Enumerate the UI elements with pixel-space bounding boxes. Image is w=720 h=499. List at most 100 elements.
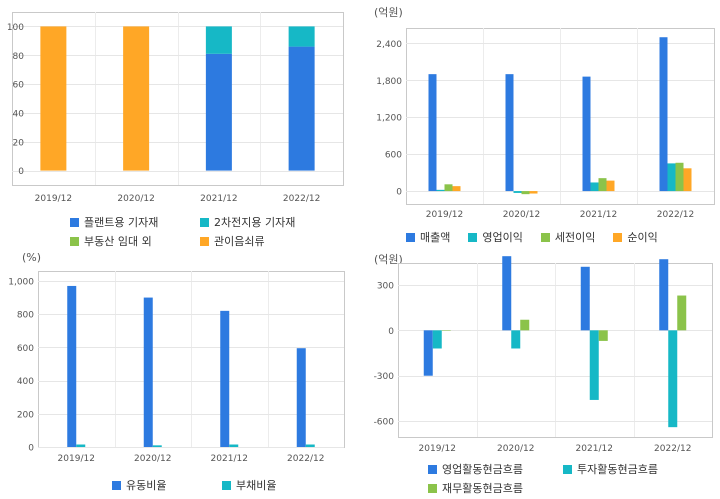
x-tick-label: 2022/12 <box>654 444 691 454</box>
x-tick-label: 2021/12 <box>211 454 248 464</box>
legend-swatch <box>112 480 121 490</box>
y-tick-label: 80 <box>13 52 25 62</box>
x-tick-label: 2020/12 <box>503 210 540 220</box>
bar <box>668 330 678 428</box>
x-tick-label: 2021/12 <box>200 194 237 204</box>
bar <box>205 53 232 171</box>
bar <box>580 266 590 331</box>
y-tick-label: 600 <box>17 344 34 354</box>
legend-item: 부채비율 <box>222 477 312 493</box>
y-tick-label: 0 <box>388 327 394 337</box>
legend-label: 순이익 <box>627 231 658 244</box>
y-tick-label: 400 <box>17 377 34 387</box>
x-tick-label: 2021/12 <box>576 444 613 454</box>
bar <box>502 256 512 331</box>
bar <box>589 330 599 400</box>
y-tick-label: 1,800 <box>376 77 402 87</box>
legend-item: 2차전지용 기자재 <box>200 214 316 230</box>
legend-label: 매출액 <box>420 231 451 244</box>
legend-item: 재무활동현금흐름 <box>428 480 551 496</box>
bar <box>505 74 514 192</box>
legend-item: 플랜트용 기자재 <box>70 214 186 230</box>
legend-swatch <box>70 217 79 227</box>
bar <box>590 182 599 192</box>
legend-label: 플랜트용 기자재 <box>84 216 159 229</box>
bar <box>667 163 676 192</box>
legend-item: 투자활동현금흐름 <box>563 461 686 477</box>
legend-swatch <box>70 236 79 246</box>
bar <box>288 46 315 171</box>
legend-item: 순이익 <box>613 229 658 245</box>
legend-label: 세전이익 <box>554 231 596 244</box>
cashflow-unit-label: (억원) <box>374 253 403 266</box>
y-tick-label: 2,400 <box>376 40 402 50</box>
legend-swatch <box>222 480 231 490</box>
bar <box>598 178 607 192</box>
bar <box>205 26 232 54</box>
cashflow-chart: -600 -300 0 300 2019/12 2020/12 2021/12 2022/12 <box>374 256 713 454</box>
bar <box>305 444 315 447</box>
x-tick-label: 2019/12 <box>58 454 95 464</box>
legend-label: 투자활동현금흐름 <box>577 463 658 476</box>
x-tick-label: 2020/12 <box>497 444 534 454</box>
bar <box>143 297 153 447</box>
legend-item: 영업활동현금흐름 <box>428 461 551 477</box>
legend-item: 유동비율 <box>112 477 202 493</box>
legend-swatch <box>200 236 209 246</box>
legend-label: 부채비율 <box>236 479 277 492</box>
legend-label: 영업활동현금흐름 <box>442 463 523 476</box>
y-tick-label: -300 <box>374 372 395 382</box>
bar <box>677 295 687 331</box>
composition-chart-panel: 0 20 40 60 80 100 2019/12 2020/12 2021/12 2022/12… <box>0 0 360 248</box>
y-tick-label: 60 <box>13 81 25 91</box>
bar <box>598 330 608 341</box>
bar <box>582 76 591 192</box>
bar <box>659 37 668 192</box>
bar <box>296 348 306 447</box>
bar <box>152 445 162 447</box>
composition-chart: 0 20 40 60 80 100 2019/12 2020/12 2021/12 2022/12 <box>7 12 344 204</box>
x-tick-label: 2020/12 <box>117 194 154 204</box>
legend-item: 관이음쇠류 <box>200 233 316 249</box>
bar <box>444 184 453 192</box>
y-tick-label: 0 <box>396 188 402 198</box>
bar <box>441 330 451 331</box>
legend-swatch <box>540 232 550 242</box>
x-tick-label: 2019/12 <box>426 210 463 220</box>
bar <box>220 310 230 447</box>
bar <box>229 444 239 447</box>
income-chart: 0 600 1,200 1,800 2,400 2019/12 2020/12 2021/12… <box>376 28 715 220</box>
y-tick-label: 100 <box>7 23 24 33</box>
ratios-chart: 0 200 400 600 800 1,000 2019/12 2020/12 2021/12 2… <box>8 271 345 464</box>
bar <box>436 189 445 192</box>
bar <box>76 444 86 447</box>
legend-swatch <box>200 217 209 227</box>
legend-item: 매출액 <box>406 229 450 245</box>
legend-item: 세전이익 <box>540 229 596 245</box>
x-tick-label: 2022/12 <box>657 210 694 220</box>
legend-label: 유동비율 <box>126 479 167 492</box>
y-tick-label: 1,200 <box>376 114 402 124</box>
y-tick-label: 20 <box>13 138 25 148</box>
x-tick-label: 2020/12 <box>134 454 171 464</box>
ratios-legend: 유동비율 부채비율 <box>112 477 332 496</box>
income-chart-panel: (억원) 0 600 1,200 1,800 2,400 2019/12 2020/12 20… <box>360 0 720 248</box>
legend-swatch <box>428 464 437 474</box>
bar <box>606 180 615 192</box>
bar <box>423 330 433 376</box>
x-tick-label: 2022/12 <box>283 194 320 204</box>
legend-label: 부동산 임대 외 <box>84 235 152 248</box>
y-tick-label: 800 <box>17 311 34 321</box>
bar <box>67 285 77 447</box>
y-tick-label: 40 <box>13 109 25 119</box>
cashflow-chart-panel: (억원) -600 -300 0 300 2019/12 2020/12 2021/12 20… <box>360 248 720 496</box>
legend-item: 영업이익 <box>468 229 523 245</box>
bar <box>521 191 530 195</box>
legend-label: 영업이익 <box>482 231 523 244</box>
bar <box>288 26 315 47</box>
legend-label: 재무활동현금흐름 <box>442 482 523 495</box>
x-tick-label: 2019/12 <box>35 194 72 204</box>
bar <box>123 26 150 171</box>
legend-swatch <box>563 464 572 474</box>
